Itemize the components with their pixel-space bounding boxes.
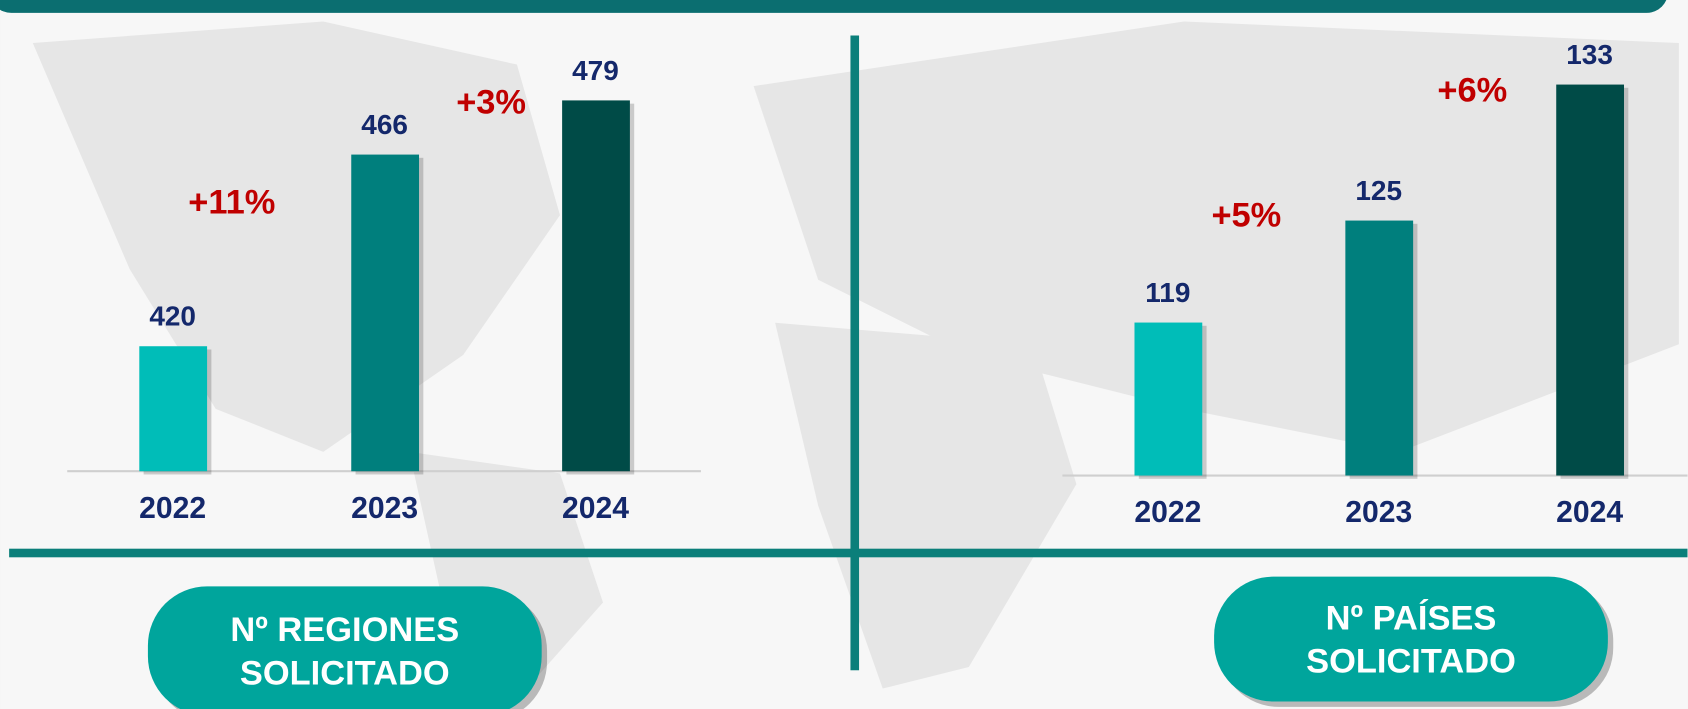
pill-label-box: Nº REGIONES SOLICITADO — [230, 610, 460, 692]
value-label: 420 — [149, 301, 196, 332]
x-tick-label: 2024 — [1556, 496, 1623, 529]
x-tick-label: 2022 — [1134, 496, 1201, 529]
pill-label-box: Nº PAÍSES SOLICITADO — [1306, 598, 1516, 680]
pill-label: Nº REGIONES SOLICITADO — [230, 610, 460, 692]
top-banner — [0, 0, 1667, 13]
pill — [1214, 576, 1608, 702]
x-tick-label: 2023 — [1345, 496, 1412, 529]
bar — [139, 346, 208, 472]
growth-annotation: +11% — [188, 184, 275, 222]
growth-annotation: +5% — [1211, 196, 1281, 234]
x-tick-label: 2024 — [562, 492, 629, 525]
value-label: 119 — [1145, 277, 1190, 308]
value-label: 133 — [1566, 39, 1613, 70]
bar — [1556, 84, 1625, 476]
horizontal-divider — [9, 548, 1688, 558]
growth-annotation: +6% — [1437, 72, 1507, 110]
growth-annotation: +3% — [456, 83, 526, 121]
vertical-divider — [850, 35, 860, 671]
bar — [1345, 220, 1414, 476]
value-label: 125 — [1355, 175, 1402, 206]
bar — [562, 100, 630, 472]
bar — [351, 154, 420, 472]
value-label: 466 — [361, 109, 408, 140]
map-americas-north — [32, 21, 560, 452]
x-tick-label: 2022 — [139, 492, 206, 525]
x-tick-label: 2023 — [351, 492, 418, 525]
pill-label: Nº PAÍSES SOLICITADO — [1306, 598, 1516, 680]
value-label: 479 — [572, 55, 619, 86]
bar — [1134, 322, 1203, 476]
pill — [147, 586, 542, 709]
